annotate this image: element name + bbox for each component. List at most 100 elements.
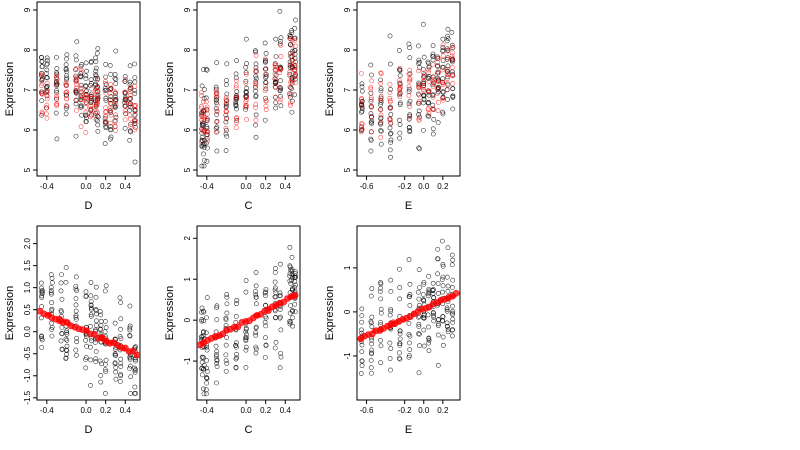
observed-point — [117, 379, 123, 384]
observed-point — [430, 131, 436, 137]
observed-point — [103, 283, 109, 289]
observed-point — [118, 372, 124, 377]
observed-point — [128, 374, 134, 380]
fitted-point — [440, 79, 446, 85]
fitted-point — [277, 85, 283, 90]
observed-point — [253, 76, 259, 81]
fitted-point — [112, 97, 118, 103]
fitted-point — [122, 346, 128, 352]
observed-point — [214, 112, 220, 117]
y-axis-title: Expression — [324, 286, 336, 340]
fitted-point — [132, 83, 138, 89]
observed-point — [253, 270, 259, 275]
fitted-point — [388, 106, 393, 111]
observed-point — [406, 257, 412, 263]
fitted-point — [358, 103, 364, 109]
observed-point — [243, 64, 249, 70]
fitted-point — [387, 81, 393, 87]
fitted-point — [107, 100, 113, 106]
fitted-point — [273, 63, 279, 69]
observed-point — [224, 301, 230, 307]
observed-point — [426, 335, 432, 341]
observed-point — [387, 356, 393, 361]
fitted-point — [255, 312, 261, 318]
observed-point — [388, 131, 393, 137]
observed-point — [83, 337, 88, 343]
fitted-point — [369, 129, 374, 135]
fitted-point — [289, 37, 295, 43]
x-axis-title: E — [405, 200, 412, 212]
y-tick-label: 8 — [343, 47, 352, 52]
x-tick-label: 0.2 — [100, 406, 112, 415]
observed-point — [200, 386, 206, 392]
observed-point — [440, 89, 446, 95]
observed-point — [132, 368, 138, 374]
x-tick-label: -0.4 — [200, 406, 214, 415]
observed-point — [378, 319, 383, 325]
fitted-point — [426, 67, 432, 73]
fitted-point — [358, 97, 364, 102]
observed-point — [253, 122, 258, 128]
observed-point — [387, 125, 393, 131]
observed-point — [132, 370, 138, 376]
observed-point — [223, 103, 229, 109]
observed-point — [253, 292, 259, 298]
observed-point — [253, 301, 259, 307]
observed-point — [273, 100, 279, 106]
observed-point — [127, 63, 133, 69]
fitted-point — [213, 129, 219, 135]
observed-point — [94, 118, 100, 124]
fitted-point — [224, 116, 229, 122]
fitted-point — [378, 93, 384, 99]
y-tick-label: 5 — [23, 167, 32, 172]
observed-point — [112, 75, 118, 81]
observed-point — [377, 289, 383, 294]
observed-point — [293, 76, 298, 82]
observed-point — [233, 340, 239, 346]
fitted-point — [359, 121, 365, 127]
observed-point — [88, 82, 93, 88]
fitted-point — [368, 96, 374, 102]
observed-point — [445, 283, 451, 289]
observed-point — [288, 319, 293, 325]
observed-point — [39, 98, 45, 104]
observed-point — [95, 113, 100, 119]
observed-point — [74, 339, 80, 345]
observed-point — [234, 118, 240, 123]
x-tick-label: 0.4 — [120, 406, 132, 415]
fitted-point — [450, 73, 456, 79]
y-tick-label: 9 — [183, 7, 192, 12]
fitted-point — [201, 117, 207, 123]
observed-point — [444, 305, 450, 311]
observed-point — [263, 50, 269, 56]
observed-point — [79, 62, 85, 67]
fitted-point — [289, 80, 295, 86]
observed-point — [397, 285, 403, 290]
fitted-point — [128, 123, 134, 129]
fitted-point — [416, 100, 422, 106]
y-tick-label: 0 — [343, 309, 352, 314]
observed-point — [201, 95, 207, 101]
observed-point — [407, 112, 413, 118]
fitted-point — [214, 109, 220, 115]
observed-point — [127, 303, 133, 309]
observed-point — [83, 119, 89, 125]
observed-point — [49, 300, 54, 306]
fitted-point — [95, 109, 100, 115]
observed-point — [397, 350, 402, 356]
fitted-point — [200, 114, 206, 119]
panel-3: -0.6 -0.2 0.0 0.2 5 6 7 8 9 E Expression — [324, 1, 461, 212]
fitted-point — [378, 71, 384, 77]
x-axis-title: E — [405, 424, 412, 436]
observed-point — [214, 148, 220, 154]
fitted-point — [444, 76, 450, 82]
observed-point — [83, 365, 89, 371]
fitted-point — [278, 43, 284, 48]
observed-point — [440, 36, 446, 42]
observed-point — [234, 351, 239, 357]
fitted-point — [223, 108, 229, 114]
fitted-point — [262, 72, 268, 78]
observed-point — [288, 281, 294, 287]
observed-point — [253, 346, 259, 352]
observed-point — [63, 92, 69, 98]
